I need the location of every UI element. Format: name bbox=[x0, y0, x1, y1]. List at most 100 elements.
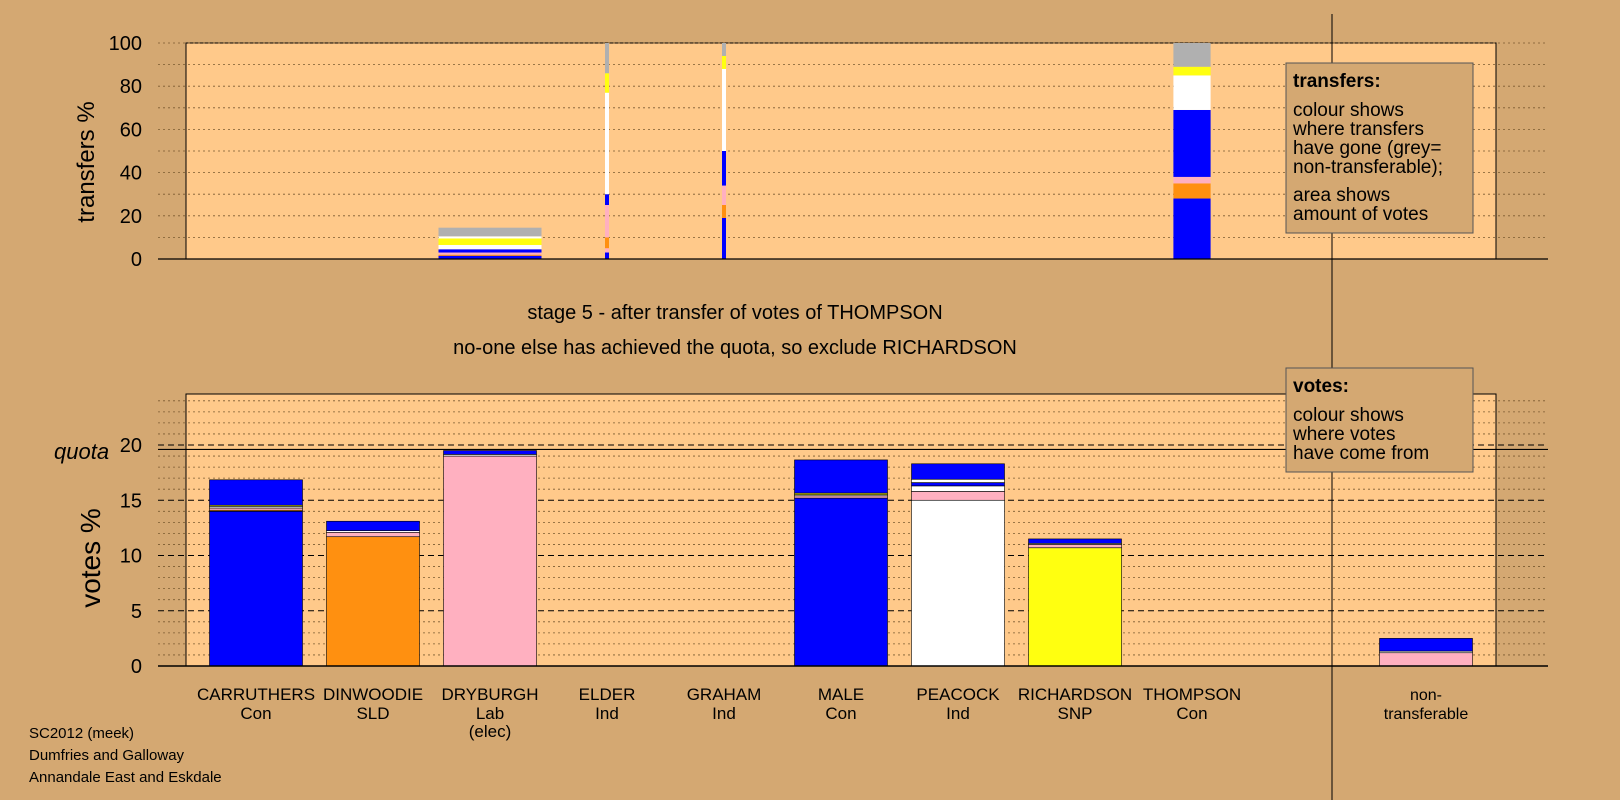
category-note-label: (elec) bbox=[469, 722, 512, 741]
transfer-segment bbox=[605, 43, 609, 74]
transfer-segment bbox=[722, 205, 726, 218]
legend-transfers-line: area shows bbox=[1293, 185, 1390, 206]
legend-transfers-line: colour shows bbox=[1293, 100, 1404, 121]
legend-votes: votes: colour shows where votes have com… bbox=[1285, 367, 1474, 473]
vote-segment bbox=[911, 478, 1005, 483]
transfer-segment bbox=[605, 248, 609, 253]
legend-votes-line: colour shows bbox=[1293, 405, 1404, 426]
transfer-segment bbox=[722, 43, 726, 56]
top-y-tick-label: 20 bbox=[120, 206, 142, 228]
category-name-label: non- bbox=[1410, 687, 1442, 704]
category-party-label: Con bbox=[1176, 704, 1207, 723]
vote-segment bbox=[1028, 544, 1122, 549]
legend-transfers-box bbox=[1285, 62, 1474, 234]
vote-segment bbox=[911, 485, 1005, 492]
legend-votes-box bbox=[1285, 367, 1474, 473]
stage-subtitle: no-one else has achieved the quota, so e… bbox=[453, 337, 1017, 359]
transfer-segment bbox=[438, 227, 542, 237]
bottom-y-tick-label: 15 bbox=[120, 490, 142, 512]
category-party-label: Lab bbox=[476, 704, 504, 723]
vote-segment bbox=[911, 463, 1005, 480]
transfer-segment bbox=[722, 68, 726, 151]
transfer-segment bbox=[605, 73, 609, 93]
top-y-tick-label: 60 bbox=[120, 119, 142, 141]
category-name-label: DINWOODIE bbox=[323, 685, 423, 704]
transfer-segment bbox=[438, 244, 542, 250]
legend-transfers-line: where transfers bbox=[1292, 119, 1424, 140]
category-name-label: PEACOCK bbox=[916, 685, 1000, 704]
transfer-segment bbox=[1173, 109, 1211, 177]
vote-segment bbox=[794, 495, 888, 499]
transfers-chart: 0 20 40 60 80 100 bbox=[109, 33, 1548, 271]
category-party-label: transferable bbox=[1384, 706, 1469, 723]
category-party-label: Ind bbox=[712, 704, 736, 723]
transfer-segment bbox=[1173, 176, 1211, 184]
vote-segment bbox=[794, 497, 888, 667]
category-name-label: THOMPSON bbox=[1143, 685, 1241, 704]
vote-segment bbox=[443, 450, 537, 455]
bottom-y-axis-label: votes % bbox=[75, 508, 106, 608]
category-party-label: Con bbox=[825, 704, 856, 723]
legend-votes-line: where votes bbox=[1292, 424, 1395, 445]
transfer-segment bbox=[605, 194, 609, 205]
category-name-label: DRYBURGH bbox=[442, 685, 539, 704]
vote-segment bbox=[911, 499, 1005, 667]
legend-transfers-line: amount of votes bbox=[1293, 204, 1428, 225]
top-y-tick-label: 0 bbox=[131, 249, 142, 271]
top-y-tick-label: 100 bbox=[109, 33, 142, 55]
category-party-label: Ind bbox=[595, 704, 619, 723]
legend-votes-line: have come from bbox=[1293, 443, 1429, 464]
quota-label: quota bbox=[54, 439, 109, 464]
transfer-segment bbox=[1173, 66, 1211, 76]
legend-votes-title: votes: bbox=[1293, 376, 1349, 397]
transfer-segment bbox=[1173, 75, 1211, 110]
transfer-segment bbox=[438, 255, 542, 259]
top-y-tick-label: 40 bbox=[120, 163, 142, 185]
legend-transfers-title: transfers: bbox=[1293, 71, 1381, 92]
transfer-segment bbox=[722, 55, 726, 69]
footer-line: Dumfries and Galloway bbox=[29, 747, 185, 764]
transfer-segment bbox=[438, 249, 542, 253]
legend-transfers-line: non-transferable); bbox=[1293, 157, 1443, 178]
legend-transfers-line: have gone (grey= bbox=[1293, 138, 1441, 159]
top-y-tick-label: 80 bbox=[120, 76, 142, 98]
transfer-segment bbox=[1173, 43, 1211, 67]
transfer-segment bbox=[438, 236, 542, 239]
stage-title: stage 5 - after transfer of votes of THO… bbox=[527, 302, 942, 324]
transfer-segment bbox=[605, 252, 609, 259]
vote-segment bbox=[911, 491, 1005, 501]
category-party-label: Ind bbox=[946, 704, 970, 723]
category-party-label: Con bbox=[240, 704, 271, 723]
category-name-label: MALE bbox=[818, 685, 864, 704]
vote-segment bbox=[326, 520, 420, 531]
top-y-axis-label: transfers % bbox=[73, 101, 100, 222]
vote-segment bbox=[1379, 638, 1473, 652]
transfer-segment bbox=[722, 151, 726, 186]
footer-line: SC2012 (meek) bbox=[29, 725, 134, 742]
votes-chart: 05101520CARRUTHERSConDINWOODIESLDDRYBURG… bbox=[120, 393, 1548, 741]
transfer-segment bbox=[1173, 198, 1211, 259]
transfer-segment bbox=[605, 205, 609, 238]
category-name-label: RICHARDSON bbox=[1018, 685, 1132, 704]
transfer-segment bbox=[438, 254, 542, 256]
legend-transfers: transfers: colour shows where transfers … bbox=[1285, 62, 1474, 234]
bottom-y-tick-label: 20 bbox=[120, 435, 142, 457]
transfer-segment bbox=[438, 238, 542, 245]
vote-segment bbox=[209, 510, 303, 667]
vote-segment bbox=[1379, 652, 1473, 667]
vote-segment bbox=[443, 455, 537, 667]
category-party-label: SLD bbox=[356, 704, 389, 723]
transfer-segment bbox=[722, 185, 726, 205]
vote-segment bbox=[794, 459, 888, 494]
transfer-segment bbox=[605, 237, 609, 249]
vote-segment bbox=[1028, 538, 1122, 544]
category-name-label: GRAHAM bbox=[687, 685, 762, 704]
category-name-label: ELDER bbox=[579, 685, 636, 704]
bottom-y-tick-label: 5 bbox=[131, 601, 142, 623]
vote-segment bbox=[1028, 547, 1122, 667]
bottom-y-tick-label: 10 bbox=[120, 546, 142, 568]
vote-segment bbox=[209, 479, 303, 506]
transfer-segment bbox=[438, 252, 542, 255]
bottom-y-tick-label: 0 bbox=[131, 656, 142, 678]
